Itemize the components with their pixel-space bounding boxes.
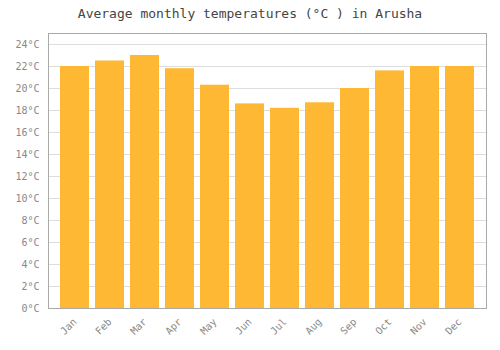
svg-text:Jun: Jun — [233, 316, 254, 337]
svg-text:4°C: 4°C — [21, 259, 39, 270]
svg-text:Apr: Apr — [163, 316, 184, 337]
svg-text:May: May — [198, 316, 219, 337]
html-text:Average monthly temperatures (: Average monthly temperatures (°C ) in Ar… — [77, 6, 423, 21]
svg-text:Sep: Sep — [338, 316, 359, 337]
svg-text:24°C: 24°C — [15, 39, 39, 50]
svg-text:Aug: Aug — [303, 316, 324, 337]
svg-text:Feb: Feb — [93, 316, 114, 337]
svg-text:Oct: Oct — [373, 316, 394, 337]
svg-text:16°C: 16°C — [15, 127, 39, 138]
svg-text:2°C: 2°C — [21, 281, 39, 292]
svg-text:Dec: Dec — [443, 316, 464, 337]
svg-text:18°C: 18°C — [15, 105, 39, 116]
svg-text:10°C: 10°C — [15, 193, 39, 204]
svg-text:8°C: 8°C — [21, 215, 39, 226]
svg-text:Mar: Mar — [128, 316, 149, 337]
svg-text:22°C: 22°C — [15, 61, 39, 72]
svg-text:6°C: 6°C — [21, 237, 39, 248]
svg-text:Jan: Jan — [58, 316, 79, 337]
svg-text:20°C: 20°C — [15, 83, 39, 94]
svg-text:14°C: 14°C — [15, 149, 39, 160]
svg-text:12°C: 12°C — [15, 171, 39, 182]
svg-text:0°C: 0°C — [21, 303, 39, 314]
svg-text:Nov: Nov — [408, 316, 429, 337]
svg-text:Jul: Jul — [268, 316, 289, 337]
